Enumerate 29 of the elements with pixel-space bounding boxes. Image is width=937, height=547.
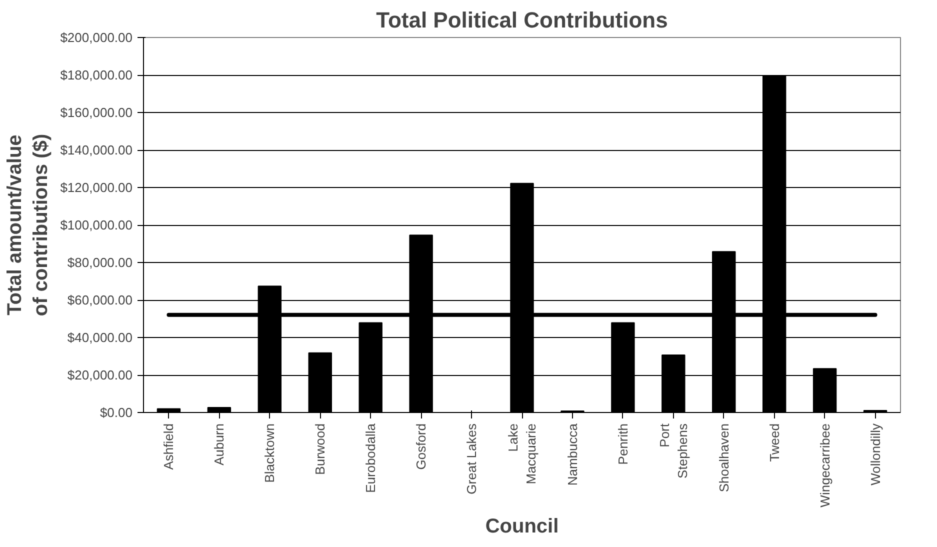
y-tick-label: $140,000.00 (60, 142, 133, 158)
x-tick-label: Ashfield (161, 424, 176, 470)
y-tick-label: $120,000.00 (60, 180, 133, 195)
y-axis-title: Total amount/value of contributions ($) (4, 134, 52, 316)
y-tick-label: $180,000.00 (60, 68, 133, 82)
x-tick-label: Wingecarribee (817, 423, 832, 508)
y-tick-label: $160,000.00 (60, 105, 133, 120)
y-tick-label: $200,000.00 (60, 30, 133, 45)
y-tick-label: $40,000.00 (67, 330, 133, 345)
x-tick-label: Burwood (312, 423, 328, 475)
x-tick-label: Nambucca (564, 422, 580, 486)
x-tick-label: Blacktown (262, 424, 278, 483)
x-tick-label: Tweed (766, 423, 782, 462)
y-tick-label: $100,000.00 (60, 218, 133, 232)
y-tick-label: $20,000.00 (67, 368, 133, 382)
chart-title: Total Political Contributions (376, 8, 668, 32)
x-tick-label: Penrith (615, 423, 630, 465)
x-tick-label: Gosford (414, 423, 429, 470)
x-tick-label: Shoalhaven (716, 423, 732, 492)
x-tick-label: Auburn (212, 424, 227, 466)
y-tick-label: $80,000.00 (67, 255, 133, 270)
y-tick-label: $60,000.00 (67, 292, 133, 308)
x-tick-label: Great Lakes (464, 423, 480, 494)
x-tick-label: Wollondilly (868, 423, 883, 486)
x-tick-label: Lake Macquarie (506, 423, 538, 484)
x-tick-label: Port Stephens (656, 423, 690, 478)
x-axis-title: Council (485, 515, 559, 538)
y-tick-label: $0.00 (100, 405, 133, 420)
x-tick-label: Eurobodalla (363, 422, 378, 493)
